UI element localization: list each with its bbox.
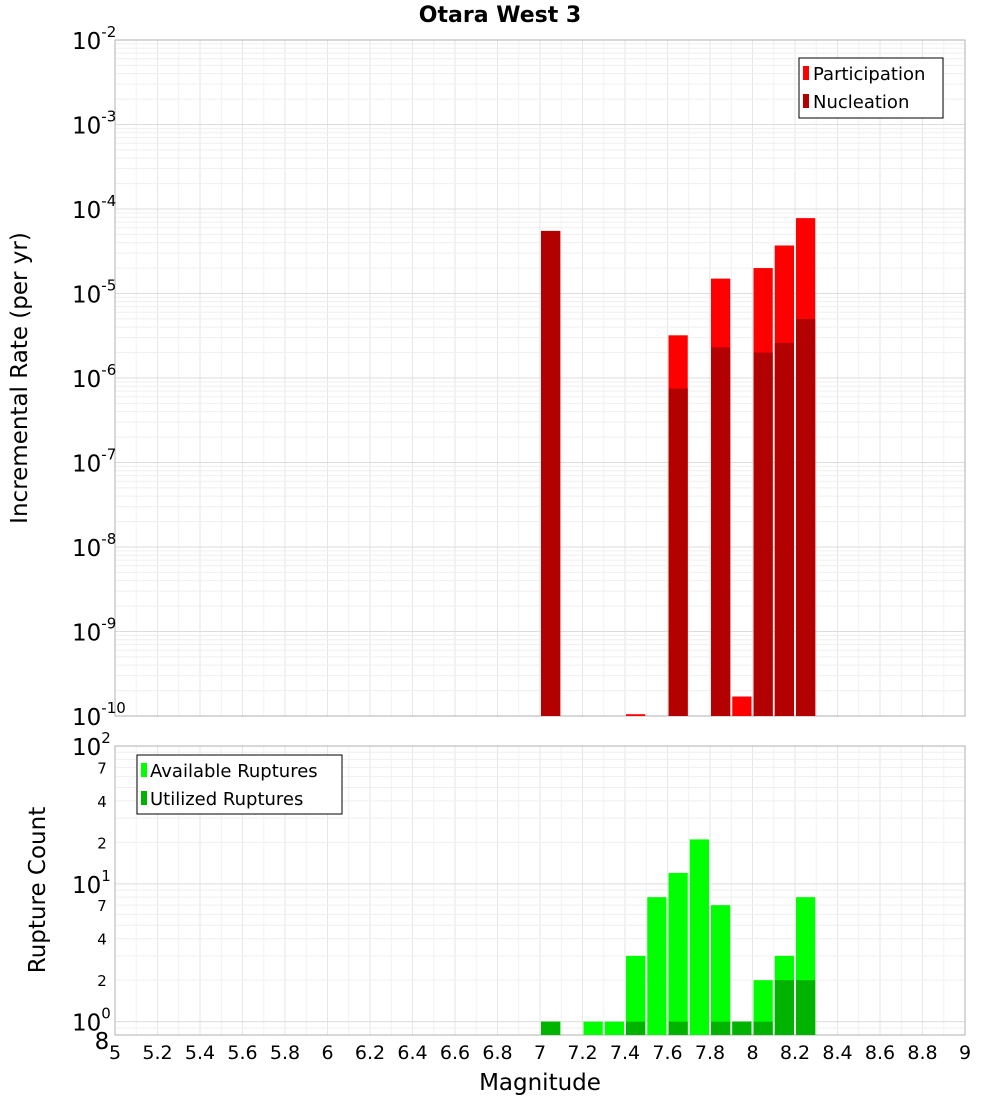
top-y-tick-label: 10-6 (72, 361, 116, 393)
legend-swatch-participation (803, 66, 809, 80)
legend-swatch-nucleation (803, 94, 809, 108)
bottom-y-minor-tick-label: 4 (97, 793, 107, 811)
bottom-y-minor-tick-label: 8 (95, 1029, 110, 1055)
x-tick-label: 7.4 (610, 1042, 640, 1064)
bottom-legend: Available Ruptures Utilized Ruptures (136, 754, 343, 815)
x-tick-label: 5.6 (227, 1042, 257, 1064)
bottom-y-axis-label: Rupture Count (25, 807, 51, 973)
bottom-bar-available-ruptures (583, 1021, 603, 1035)
top-bar-nucleation (796, 318, 816, 716)
top-y-tick-label: 10-5 (72, 277, 116, 309)
bottom-bar-utilized-ruptures (711, 1021, 731, 1035)
x-tick-label: 8.6 (865, 1042, 895, 1064)
legend-swatch-utilized (141, 791, 147, 805)
top-bar-nucleation (541, 230, 561, 717)
bottom-bar-utilized-ruptures (541, 1021, 561, 1035)
top-y-tick-label: 10-8 (72, 530, 116, 562)
x-tick-label: 5.4 (185, 1042, 215, 1064)
top-legend: Participation Nucleation (798, 57, 944, 119)
top-y-tick-label: 10-7 (72, 446, 116, 478)
legend-label-utilized: Utilized Ruptures (150, 789, 303, 810)
bottom-chart-y-tick-labels: 100 101 102 8 2 4 7 2 4 7 (72, 729, 111, 1055)
x-tick-label: 5.8 (270, 1042, 300, 1064)
top-bar-participation (732, 696, 752, 716)
bottom-chart-plot-area (114, 745, 966, 1036)
bottom-y-minor-tick-label: 4 (97, 931, 107, 949)
bottom-y-tick-label: 100 (72, 1005, 111, 1037)
x-tick-label: 6.6 (440, 1042, 470, 1064)
bottom-bar-available-ruptures (711, 905, 731, 1035)
top-y-tick-label: 10-4 (72, 192, 116, 224)
bottom-y-minor-tick-label: 7 (97, 759, 107, 777)
bottom-bar-utilized-ruptures (753, 1021, 773, 1035)
bottom-bar-utilized-ruptures (732, 1021, 752, 1035)
top-bar-nucleation (668, 388, 688, 716)
x-tick-label: 6 (321, 1042, 333, 1064)
bottom-y-tick-label: 101 (72, 867, 111, 899)
x-tick-labels: 5 5.2 5.4 5.6 5.8 6 6.2 6.4 6.6 6.8 7 7.2 7.4 7.6 7.8 8… (109, 1042, 971, 1064)
bottom-bar-available-ruptures (647, 897, 667, 1035)
top-bar-nucleation (753, 352, 773, 716)
top-y-axis-label: Incremental Rate (per yr) (7, 232, 33, 524)
x-tick-label: 6.8 (482, 1042, 512, 1064)
bottom-bar-utilized-ruptures (796, 980, 816, 1035)
bottom-chart-bars (541, 839, 816, 1035)
top-y-tick-label: 10-2 (72, 23, 116, 55)
x-tick-label: 8.8 (907, 1042, 937, 1064)
top-chart-gridlines (114, 39, 966, 717)
legend-swatch-available (141, 763, 147, 777)
bottom-bar-utilized-ruptures (668, 1021, 688, 1035)
x-tick-label: 9 (959, 1042, 971, 1064)
x-tick-label: 8 (746, 1042, 758, 1064)
bottom-bar-utilized-ruptures (774, 980, 794, 1035)
legend-label-available: Available Ruptures (150, 761, 318, 782)
x-axis-label: Magnitude (479, 1070, 601, 1096)
bottom-y-minor-tick-label: 2 (97, 834, 107, 852)
x-tick-label: 7.8 (695, 1042, 725, 1064)
x-tick-label: 7.2 (567, 1042, 597, 1064)
bottom-bar-available-ruptures (689, 839, 709, 1035)
legend-label-nucleation: Nucleation (813, 92, 909, 113)
bottom-y-minor-tick-label: 2 (97, 972, 107, 990)
x-tick-label: 7.6 (652, 1042, 682, 1064)
chart-title: Otara West 3 (419, 3, 581, 28)
top-bar-participation (626, 714, 646, 716)
x-tick-label: 6.4 (397, 1042, 427, 1064)
x-tick-label: 7 (534, 1042, 546, 1064)
top-chart-bars (541, 218, 816, 717)
bottom-y-tick-label: 102 (72, 729, 111, 761)
legend-label-participation: Participation (813, 64, 925, 85)
bottom-bar-available-ruptures (753, 980, 773, 1035)
bottom-bar-utilized-ruptures (626, 1021, 646, 1035)
x-tick-label: 5.2 (142, 1042, 172, 1064)
bottom-bar-available-ruptures (668, 872, 688, 1035)
x-tick-label: 5 (109, 1042, 121, 1064)
top-chart-y-tick-labels: 10-10 10-9 10-8 10-7 10-6 10-5 10-4 10-3 10-2 (72, 23, 126, 731)
top-y-tick-label: 10-9 (72, 615, 116, 647)
top-bar-nucleation (711, 347, 731, 716)
top-legend-box (798, 57, 944, 119)
top-y-tick-label: 10-3 (72, 108, 116, 140)
top-chart-plot-area (114, 39, 966, 717)
x-tick-label: 8.2 (780, 1042, 810, 1064)
bottom-y-minor-tick-label: 7 (97, 897, 107, 915)
top-bar-nucleation (774, 342, 794, 716)
bottom-bar-available-ruptures (626, 955, 646, 1035)
bottom-bar-available-ruptures (604, 1021, 624, 1035)
x-tick-label: 6.2 (355, 1042, 385, 1064)
x-tick-label: 8.4 (822, 1042, 852, 1064)
top-y-tick-label: 10-10 (72, 699, 126, 731)
bottom-legend-box (136, 754, 343, 815)
